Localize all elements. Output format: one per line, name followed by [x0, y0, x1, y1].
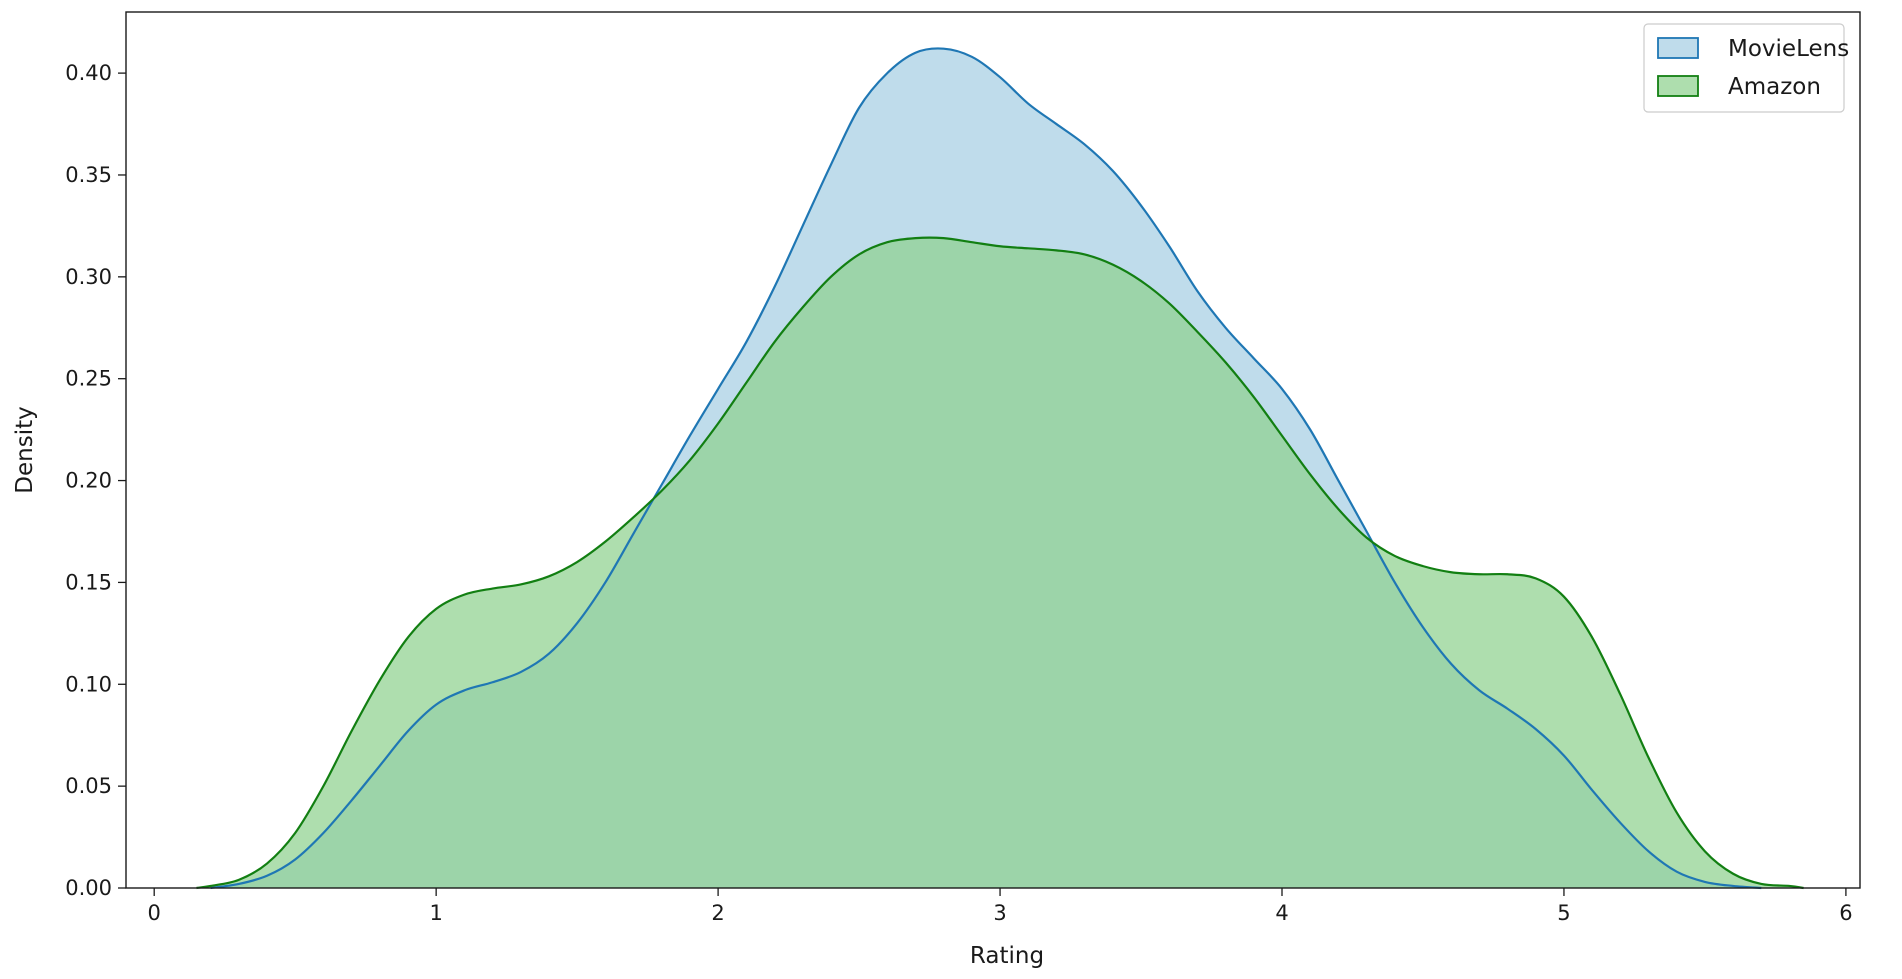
- x-axis: 0 1 2 3 4 5 6: [148, 888, 1853, 925]
- y-tick-label: 0.25: [65, 367, 112, 391]
- y-tick-label: 0.10: [65, 672, 112, 696]
- x-axis-label: Rating: [970, 943, 1044, 969]
- x-tick-label: 4: [1275, 901, 1288, 925]
- density-line-amazon: [196, 236, 1804, 890]
- density-line-movielens: [210, 47, 1762, 890]
- y-axis-label: Density: [12, 406, 38, 493]
- y-tick-label: 0.20: [65, 469, 112, 493]
- x-tick-label: 5: [1557, 901, 1570, 925]
- y-tick-label: 0.00: [65, 876, 112, 900]
- legend: MovieLens Amazon: [1643, 23, 1849, 113]
- y-tick-label: 0.15: [65, 570, 112, 594]
- x-tick-label: 2: [711, 901, 724, 925]
- legend-swatch-movielens: [1657, 37, 1699, 59]
- areas-layer: [196, 48, 1804, 888]
- legend-label-amazon: Amazon: [1728, 74, 1821, 100]
- y-tick-label: 0.40: [65, 61, 112, 85]
- y-tick-label: 0.05: [65, 774, 112, 798]
- x-tick-label: 6: [1839, 901, 1852, 925]
- x-tick-label: 0: [148, 901, 161, 925]
- x-tick-label: 1: [429, 901, 442, 925]
- density-area-amazon: [196, 237, 1804, 888]
- legend-label-movielens: MovieLens: [1728, 36, 1849, 62]
- y-tick-label: 0.30: [65, 265, 112, 289]
- legend-swatch-amazon: [1657, 75, 1699, 97]
- x-tick-label: 3: [993, 901, 1006, 925]
- lines-layer: [196, 47, 1804, 890]
- y-axis: 0.00 0.05 0.10 0.15 0.20 0.25 0.30 0.35 0.40: [65, 61, 126, 900]
- y-tick-label: 0.35: [65, 163, 112, 187]
- plot-frame: [125, 11, 1861, 889]
